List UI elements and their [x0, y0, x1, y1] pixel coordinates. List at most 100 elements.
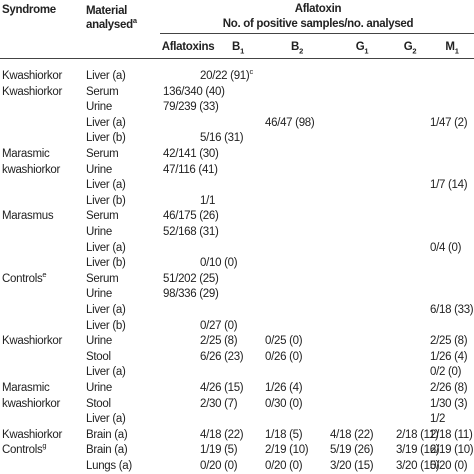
value-cell-text: 20/22 (91) [200, 70, 250, 82]
value-cell: 3/19 (16) [396, 444, 440, 457]
column-header-text: B [232, 41, 241, 53]
material-cell: Liver (a) [86, 179, 126, 192]
header-syndrome: Syndrome [2, 4, 56, 16]
material-cell: Urine [86, 101, 112, 114]
column-header: B2 [291, 40, 303, 55]
column-header-sub: 2 [412, 46, 417, 56]
material-cell: Urine [86, 226, 112, 238]
value-cell: 52/168 (31) [163, 226, 219, 238]
syndrome-cell: kwashiorkor [2, 397, 60, 411]
value-cell: 0/20 (0) [265, 460, 303, 472]
material-cell: Liver (b) [86, 194, 126, 207]
syndrome-cell-text: Controls [2, 272, 43, 285]
value-cell: 42/141 (30) [163, 148, 219, 160]
value-cell: 79/239 (33) [163, 101, 219, 114]
material-cell: Urine [86, 382, 112, 394]
value-cell: 47/116 (41) [163, 163, 218, 176]
column-header: B1 [232, 40, 244, 56]
value-cell: 46/175 (26) [163, 210, 219, 223]
value-cell: 51/202 (25) [163, 272, 219, 285]
value-cell: 6/18 (33) [430, 304, 474, 316]
value-cell: 1/19 (5) [200, 444, 238, 457]
material-cell: Lungs (a) [86, 460, 132, 472]
column-header: Aflatoxins [162, 40, 215, 54]
value-cell-sup: c [249, 67, 253, 77]
value-cell: 2/18 (11) [396, 428, 439, 441]
syndrome-cell: Kwashiorkor [2, 428, 62, 442]
syndrome-cell-text: Kwashiorkor [2, 70, 62, 82]
value-cell: 0/26 (0) [265, 350, 303, 363]
material-cell: Urine [86, 288, 112, 301]
value-cell: 20/22 (91)c [200, 67, 253, 83]
value-cell: 0/10 (0) [200, 257, 238, 270]
syndrome-cell: Marasmic [2, 381, 50, 395]
syndrome-cell: Kwashiorkor [2, 334, 62, 348]
value-cell: 4/18 (22) [330, 428, 374, 441]
value-cell: 2/26 (8) [430, 382, 468, 394]
column-header: M1 [445, 40, 458, 55]
value-cell: 0/30 (0) [265, 397, 303, 410]
column-header-text: B [291, 41, 300, 53]
header-material: Material analyseda [86, 4, 152, 32]
value-cell: 3/20 (15) [396, 460, 440, 472]
value-cell: 1/1 [200, 194, 216, 207]
value-cell: 1/26 (4) [265, 382, 303, 394]
header-rule [0, 58, 474, 59]
material-cell: Liver (a) [86, 413, 126, 426]
value-cell: 4/18 (22) [200, 428, 244, 441]
syndrome-cell: Marasmic [2, 147, 50, 161]
value-cell: 0/20 (0) [200, 460, 238, 472]
column-header-text: G [355, 41, 365, 53]
value-cell: 1/7 (14) [430, 179, 468, 192]
material-cell: Serum [86, 272, 119, 285]
column-header: G2 [404, 40, 417, 56]
value-cell: 1/26 (4) [430, 350, 468, 363]
syndrome-cell-text: Kwashiorkor [2, 85, 62, 98]
material-cell: Brain (a) [86, 428, 128, 441]
value-cell: 98/336 (29) [163, 288, 219, 301]
material-cell: Liver (a) [86, 366, 126, 379]
syndrome-cell: Marasmus [2, 209, 54, 223]
header-group-title: Aflatoxin [294, 3, 342, 15]
syndrome-cell: Kwashiorkor [2, 85, 62, 99]
syndrome-cell-sup: g [42, 441, 47, 451]
material-cell: Urine [86, 335, 112, 348]
value-cell: 136/340 (40) [163, 85, 225, 98]
material-cell: Liver (b) [86, 132, 126, 145]
syndrome-cell: Controlse [2, 269, 47, 286]
value-cell: 2/25 (8) [200, 335, 238, 348]
value-cell: 5/19 (26) [330, 444, 374, 457]
header-group-subtitle: No. of positive samples/no. analysed [222, 18, 414, 30]
syndrome-cell: Kwashiorkor [2, 69, 62, 83]
value-cell: 1/2 [430, 413, 446, 426]
material-cell: Serum [86, 85, 119, 98]
syndrome-cell-text: kwashiorkor [2, 397, 61, 410]
column-header-sub: 1 [240, 46, 244, 56]
value-cell: 3/20 (15) [330, 460, 374, 472]
column-header-text: M [445, 41, 455, 53]
column-header: G1 [355, 40, 369, 56]
header-material-sup: a [132, 16, 137, 26]
value-cell: 1/30 (3) [430, 397, 468, 410]
material-cell: Urine [86, 163, 112, 176]
value-cell: 1/18 (5) [265, 428, 303, 441]
syndrome-cell-text: Kwashiorkor [2, 428, 62, 441]
value-cell: 6/26 (23) [200, 350, 244, 363]
value-cell: 2/19 (10) [265, 444, 309, 457]
header-material-text: Material analysed [86, 5, 133, 31]
value-cell: 0/2 (0) [430, 366, 462, 379]
value-cell: 46/47 (98) [265, 116, 315, 129]
value-cell: 1/47 (2) [430, 116, 468, 129]
syndrome-cell-sup: e [42, 269, 47, 279]
material-cell: Serum [86, 210, 119, 223]
value-cell: 2/19 (10) [430, 444, 474, 457]
material-cell: Liver (a) [86, 241, 126, 254]
value-cell: 2/25 (8) [430, 335, 468, 348]
material-cell: Liver (a) [86, 70, 126, 82]
syndrome-cell-text: Marasmic [2, 148, 50, 160]
material-cell: Liver (b) [86, 257, 126, 270]
material-cell: Liver (b) [86, 319, 126, 332]
material-cell: Brain (a) [86, 444, 128, 457]
value-cell: 0/4 (0) [430, 241, 462, 254]
column-header-sub: 1 [364, 46, 369, 56]
